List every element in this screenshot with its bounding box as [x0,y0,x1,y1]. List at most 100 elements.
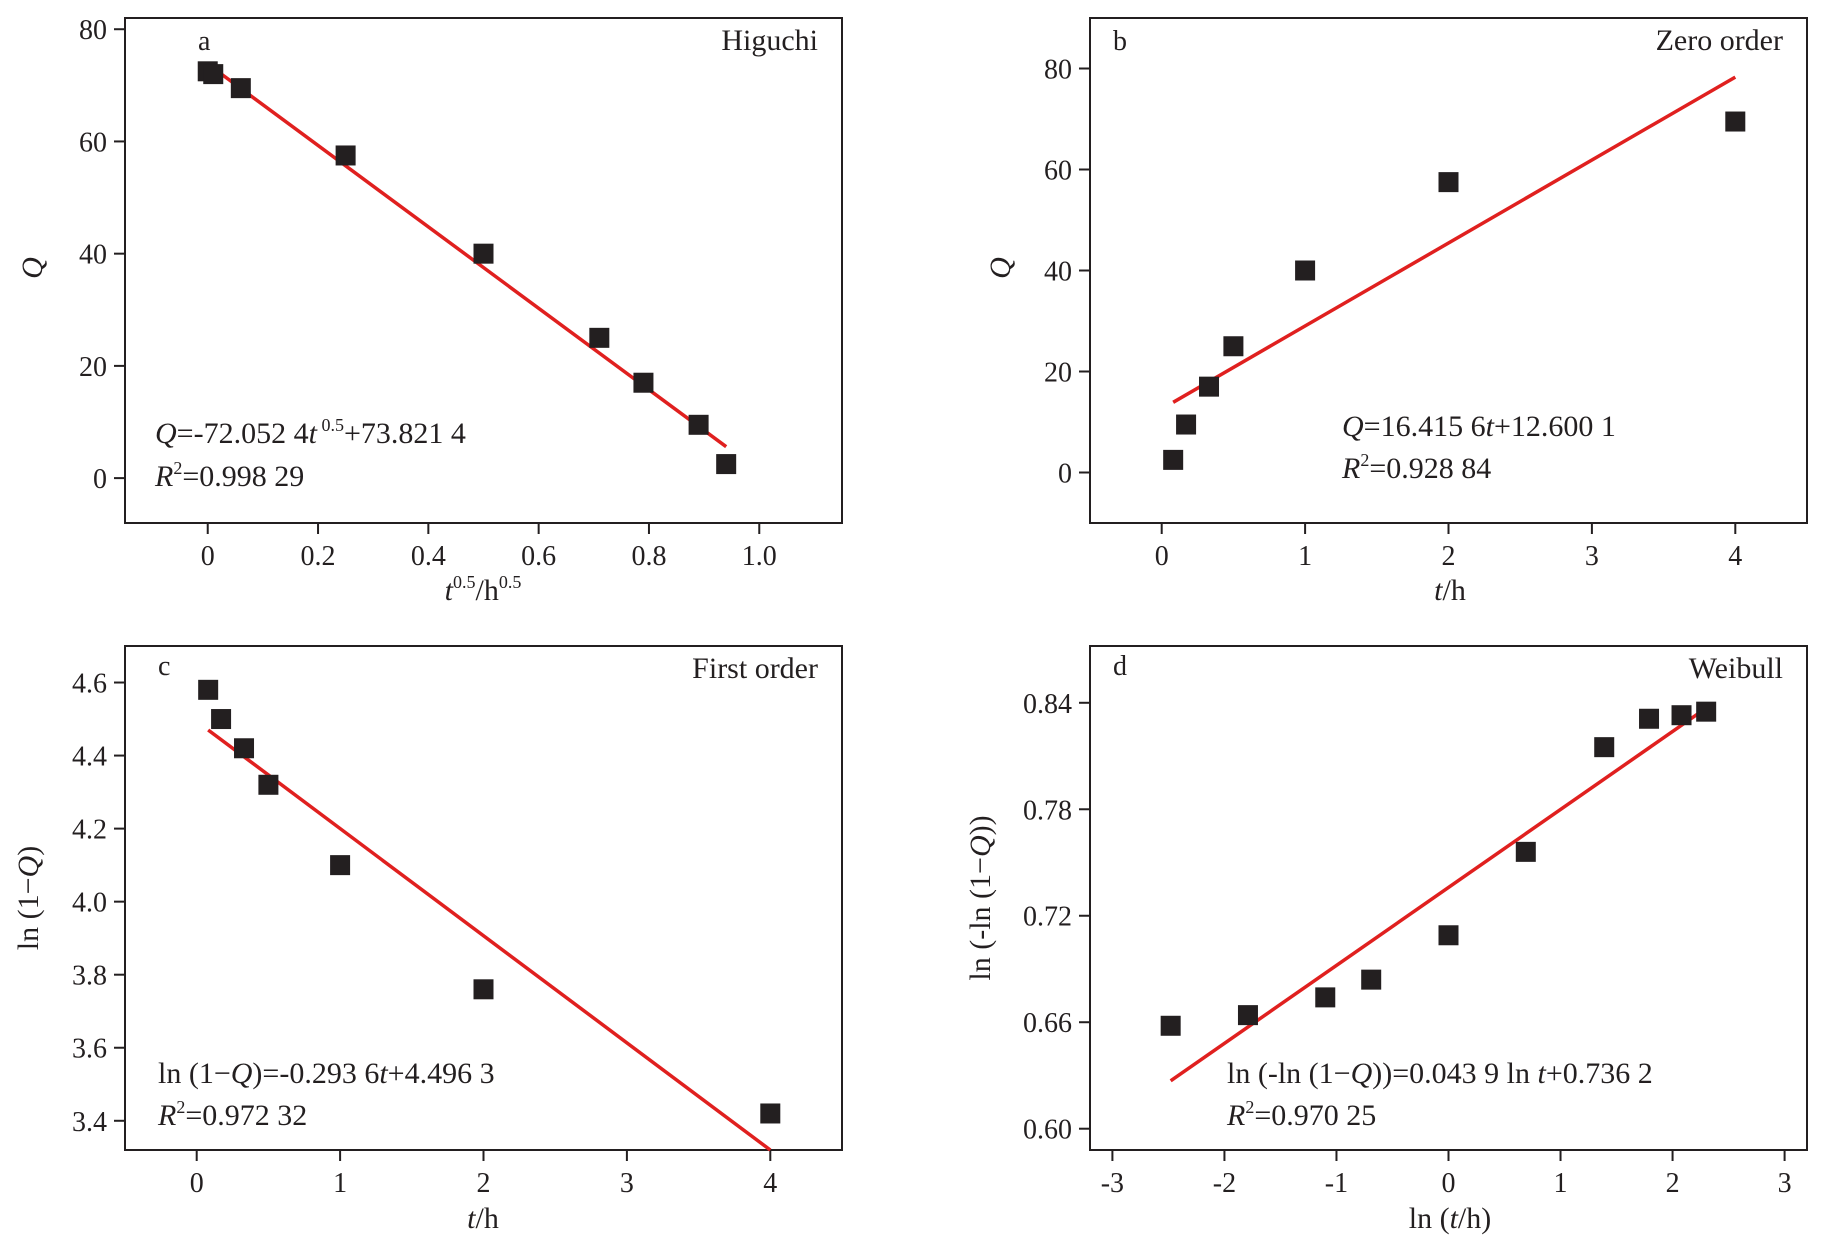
y-tick-label: 0.66 [1023,1008,1072,1039]
y-tick-label: 0 [1058,459,1072,490]
y-tick-label: 0 [93,464,107,495]
x-tick-label: 1 [1298,541,1312,572]
panel-letter: c [158,651,170,682]
x-tick-label: 0 [201,541,215,572]
data-point [1361,969,1382,990]
x-tick-label: 0 [1442,1168,1456,1199]
y-tick-label: 20 [1044,358,1072,389]
data-point [198,679,219,700]
r-squared: R2=0.970 25 [1226,1097,1376,1132]
data-point [1160,1015,1181,1036]
data-point [589,327,610,348]
data-point [1295,260,1316,281]
panel-letter: a [198,26,211,57]
plot-frame [124,17,843,524]
y-tick-label: 0.60 [1023,1115,1072,1146]
y-tick-label: 20 [79,352,107,383]
y-axis-label: Q [984,257,1017,279]
plot-frame [1089,17,1808,524]
y-axis-label: ln (1−Q) [12,846,45,950]
y-tick-label: 60 [79,127,107,158]
panel-letter: b [1113,26,1127,57]
chart-panel-d: -3 -2 -1 0 1 2 3 0.60 0.66 0.72 0.78 0.84 d Weibull ln… [964,645,1808,1235]
x-axis-label: t/h [1434,574,1466,607]
x-tick-label: 3 [1585,541,1599,572]
fit-line [1172,75,1737,404]
y-tick-label: 60 [1044,156,1072,187]
data-point [688,414,709,435]
y-tick-label: 4.0 [72,888,107,919]
data-point [234,738,255,759]
x-axis-label: t/h [467,1202,499,1235]
y-tick-label: 0.78 [1023,795,1072,826]
x-tick-label: 4 [763,1168,777,1199]
x-tick-label: 3 [1778,1168,1792,1199]
data-point [1237,1005,1258,1026]
data-point [1696,701,1717,722]
data-point [230,78,251,99]
r-squared: R2=0.928 84 [1341,450,1491,485]
y-tick-label: 0.72 [1023,902,1072,933]
x-tick-label: -2 [1213,1168,1236,1199]
y-tick-label: 4.6 [72,669,107,700]
x-tick-label: 0.4 [411,541,446,572]
data-point [716,454,737,475]
x-tick-label: 3 [620,1168,634,1199]
x-tick-label: 1 [1554,1168,1568,1199]
x-tick-label: 2 [1442,541,1456,572]
data-point [330,855,351,876]
fit-line [1169,706,1708,1083]
data-point [1176,414,1197,435]
data-point [335,145,356,166]
fit-line [207,728,772,1152]
data-point [1163,449,1184,470]
data-point [203,64,224,85]
y-axis-label: ln (-ln (1−Q)) [964,815,997,980]
data-point [1199,376,1220,397]
y-tick-label: 3.6 [72,1034,107,1065]
panel-letter: d [1113,651,1127,682]
x-tick-label: 2 [477,1168,491,1199]
y-tick-label: 80 [79,15,107,46]
data-point [1639,708,1660,729]
x-axis-label: t0.5/h0.5 [445,572,522,607]
model-name: Weibull [1689,652,1783,685]
x-axis-label: ln (t/h) [1409,1202,1492,1235]
x-tick-label: 0 [190,1168,204,1199]
data-point [211,709,232,730]
x-tick-label: -1 [1325,1168,1348,1199]
x-tick-label: 1.0 [742,541,777,572]
data-point [1223,336,1244,357]
y-tick-label: 3.4 [72,1107,107,1138]
y-tick-label: 40 [79,240,107,271]
x-tick-label: 2 [1666,1168,1680,1199]
x-tick-label: 0.8 [631,541,666,572]
model-name: Zero order [1656,24,1783,57]
x-tick-label: 1 [333,1168,347,1199]
data-point [633,372,654,393]
x-tick-label: -3 [1101,1168,1124,1199]
data-point [473,979,494,1000]
data-point [1438,172,1459,193]
data-point [1671,705,1692,726]
y-tick-label: 40 [1044,257,1072,288]
fit-equation: Q=-72.052 4t 0.5+73.821 4 [155,415,466,450]
y-tick-label: 4.4 [72,742,107,773]
data-point [258,774,279,795]
x-tick-label: 0.6 [521,541,556,572]
y-tick-label: 0.84 [1023,689,1072,720]
y-tick-label: 4.2 [72,815,107,846]
data-point [1725,111,1746,132]
fit-equation: ln (-ln (1−Q))=0.043 9 ln t+0.736 2 [1227,1057,1653,1090]
x-tick-label: 0 [1155,541,1169,572]
data-point [1594,737,1615,758]
data-point [1315,987,1336,1008]
y-axis-label: Q [16,257,49,279]
fit-equation: ln (1−Q)=-0.293 6t+4.496 3 [158,1057,495,1090]
data-point [1515,841,1536,862]
fit-equation: Q=16.415 6t+12.600 1 [1342,410,1616,443]
r-squared: R2=0.972 32 [157,1097,307,1132]
y-tick-label: 3.8 [72,961,107,992]
